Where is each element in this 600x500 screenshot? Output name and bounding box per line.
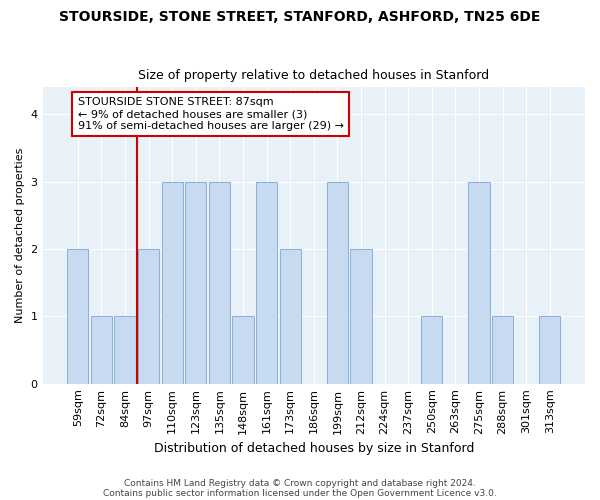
Bar: [115, 316, 136, 384]
Bar: [185, 182, 206, 384]
Text: Contains public sector information licensed under the Open Government Licence v3: Contains public sector information licen…: [103, 488, 497, 498]
Bar: [209, 182, 230, 384]
Text: STOURSIDE, STONE STREET, STANFORD, ASHFORD, TN25 6DE: STOURSIDE, STONE STREET, STANFORD, ASHFO…: [59, 10, 541, 24]
Bar: [280, 249, 301, 384]
Bar: [232, 316, 254, 384]
Bar: [492, 316, 513, 384]
Y-axis label: Number of detached properties: Number of detached properties: [15, 148, 25, 323]
Bar: [350, 249, 371, 384]
Bar: [67, 249, 88, 384]
Bar: [138, 249, 159, 384]
Text: Contains HM Land Registry data © Crown copyright and database right 2024.: Contains HM Land Registry data © Crown c…: [124, 478, 476, 488]
Bar: [539, 316, 560, 384]
Bar: [469, 182, 490, 384]
Bar: [91, 316, 112, 384]
Bar: [421, 316, 442, 384]
X-axis label: Distribution of detached houses by size in Stanford: Distribution of detached houses by size …: [154, 442, 474, 455]
Text: STOURSIDE STONE STREET: 87sqm
← 9% of detached houses are smaller (3)
91% of sem: STOURSIDE STONE STREET: 87sqm ← 9% of de…: [78, 98, 344, 130]
Bar: [327, 182, 348, 384]
Bar: [256, 182, 277, 384]
Bar: [161, 182, 183, 384]
Title: Size of property relative to detached houses in Stanford: Size of property relative to detached ho…: [138, 69, 490, 82]
